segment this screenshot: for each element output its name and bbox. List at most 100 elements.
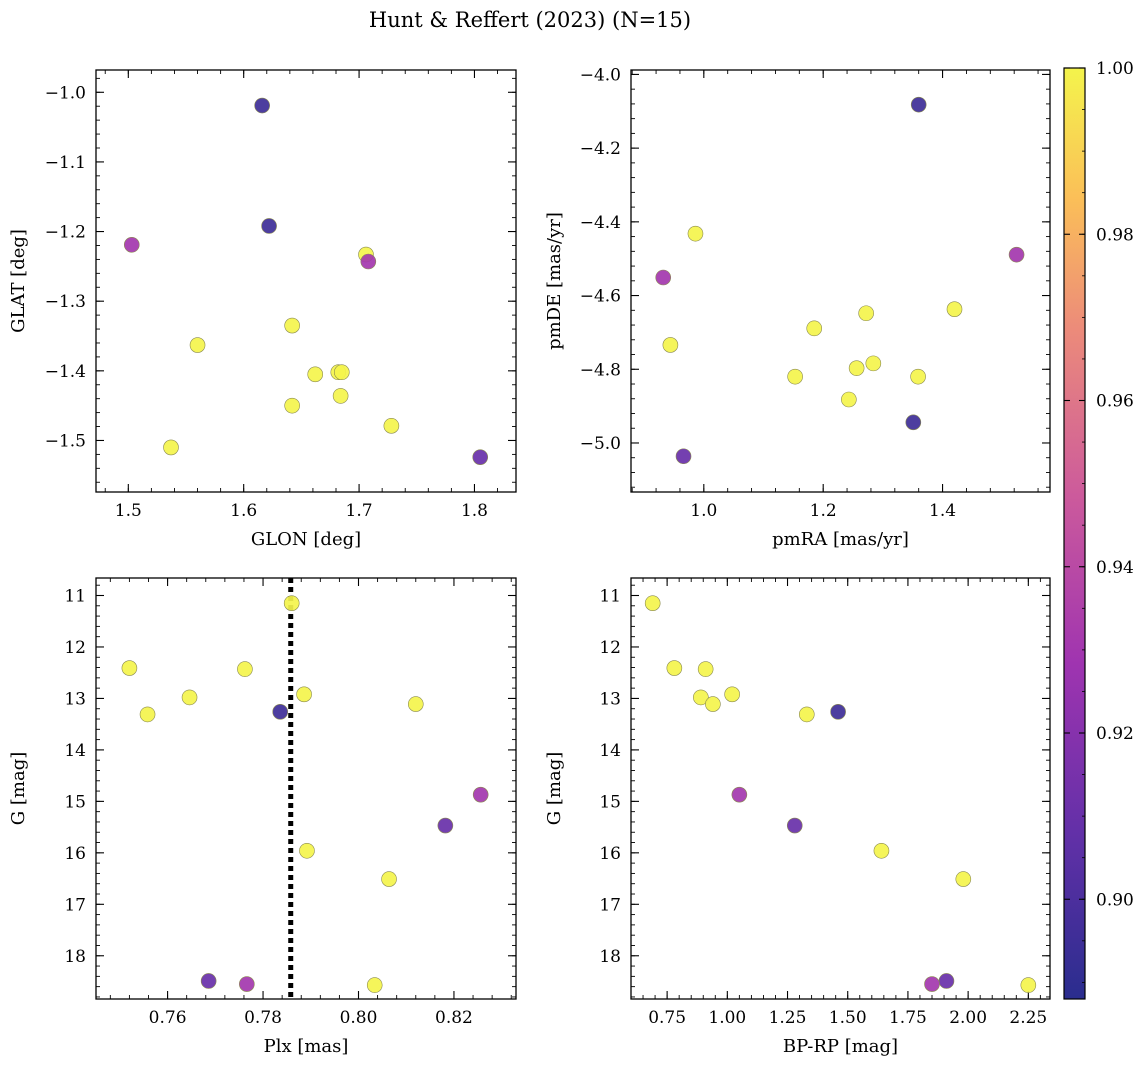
y-tick-label: −4.8 (580, 360, 621, 380)
y-tick-label: −4.2 (580, 139, 621, 159)
x-tick-label: 0.78 (244, 1008, 282, 1028)
y-axis-label: G [mag] (8, 752, 29, 825)
panel-glon-glat: 1.5 1.6 1.7 1.8 −1.5 −1.4 −1.3 −1.2 −1.1 −1.0 GLON… (8, 69, 517, 550)
y-tick-label: 16 (64, 844, 86, 864)
colorbar-gradient (1063, 67, 1086, 1000)
x-tick-label: 0.80 (340, 1008, 378, 1028)
data-point (472, 786, 489, 803)
x-tick-label: 1.7 (346, 501, 373, 521)
y-tick-label: −4.4 (580, 213, 621, 233)
data-point (693, 689, 709, 706)
data-point (123, 236, 140, 253)
data-point (1008, 246, 1025, 263)
data-point (366, 977, 383, 993)
data-point (437, 817, 454, 834)
data-point (360, 253, 377, 270)
panel-plx-g: 0.76 0.78 0.80 0.82 11 12 13 14 15 16 17 18 Plx [mas… (8, 577, 517, 1057)
y-tick-label: 18 (599, 947, 621, 967)
data-point (697, 661, 714, 677)
data-point (472, 449, 489, 465)
data-point (905, 414, 922, 431)
panel-bprp-g: 0.75 1.00 1.25 1.50 1.75 2.00 2.25 11 12 13 14 15 16… (544, 577, 1051, 1057)
colorbar: 0.90 0.92 0.94 0.96 0.98 1.00 (1063, 59, 1134, 1000)
x-tick-label: 1.5 (115, 501, 142, 521)
data-point (332, 388, 349, 404)
data-point (407, 696, 424, 712)
axes-frame (95, 69, 517, 493)
data-point (841, 391, 857, 408)
x-tick-label: 1.4 (929, 501, 956, 521)
data-point (724, 686, 740, 703)
colorbar-tick-label: 0.96 (1096, 392, 1134, 412)
data-point (272, 704, 289, 720)
data-point (299, 842, 315, 859)
x-tick-label: 1.25 (769, 1008, 807, 1028)
data-point (705, 696, 721, 712)
x-axis-label: pmRA [mas/yr] (772, 529, 909, 550)
data-point (163, 439, 179, 456)
data-point (296, 686, 312, 703)
data-point (237, 661, 253, 677)
data-point (946, 301, 963, 317)
y-tick-label: −4.6 (580, 287, 621, 307)
x-tick-label: 0.82 (435, 1008, 473, 1028)
y-tick-label: −1.2 (45, 223, 86, 243)
x-tick-label: 0.75 (648, 1008, 686, 1028)
data-point (830, 704, 846, 720)
y-tick-label: 14 (599, 741, 621, 761)
x-tick-label: 2.00 (949, 1008, 987, 1028)
y-tick-label: −1.3 (45, 292, 86, 312)
x-tick-label: 1.50 (829, 1008, 867, 1028)
data-point (283, 595, 300, 612)
y-tick-label: 11 (64, 586, 86, 606)
y-tick-label: 13 (64, 689, 86, 709)
data-point (284, 317, 300, 334)
x-tick-label: 0.76 (149, 1008, 187, 1028)
data-point (383, 418, 400, 434)
data-point (139, 706, 156, 723)
data-point (798, 706, 815, 723)
y-tick-label: 15 (64, 792, 86, 812)
data-point (787, 368, 803, 385)
y-tick-label: −1.4 (45, 362, 86, 382)
colorbar-tick-label: 0.92 (1096, 724, 1134, 744)
data-point (189, 337, 206, 353)
data-point (806, 320, 823, 337)
x-tick-label: 1.8 (461, 501, 488, 521)
axes-frame (95, 577, 517, 1000)
x-axis-label: BP-RP [mag] (783, 1036, 898, 1057)
data-point (181, 689, 198, 706)
y-tick-label: −1.5 (45, 431, 86, 451)
data-point (924, 976, 940, 992)
colorbar-tick-label: 0.90 (1096, 890, 1134, 910)
data-point (938, 973, 955, 989)
y-tick-label: −5.0 (580, 434, 621, 454)
x-tick-label: 1.6 (230, 501, 257, 521)
data-point (858, 305, 874, 322)
y-tick-label: 16 (599, 844, 621, 864)
y-tick-label: 13 (599, 689, 621, 709)
x-tick-label: 1.75 (889, 1008, 927, 1028)
y-tick-label: −4.0 (580, 65, 621, 85)
data-point (254, 97, 270, 114)
x-tick-label: 2.25 (1009, 1008, 1047, 1028)
y-tick-label: −1.1 (45, 153, 86, 173)
data-point (644, 595, 661, 612)
colorbar-tick-label: 1.00 (1096, 59, 1134, 79)
colorbar-tick-label: 0.98 (1096, 225, 1134, 245)
x-tick-label: 1.2 (810, 501, 837, 521)
data-point (786, 817, 803, 834)
data-point (381, 871, 397, 887)
y-tick-label: 11 (599, 586, 621, 606)
data-point (284, 397, 300, 414)
data-point (307, 366, 324, 383)
y-tick-label: 15 (599, 792, 621, 812)
data-point (1020, 977, 1037, 993)
y-tick-label: 17 (64, 895, 86, 915)
data-point (910, 368, 926, 385)
y-axis-label: pmDE [mas/yr] (544, 212, 565, 350)
data-point (865, 355, 882, 372)
data-point (675, 448, 692, 465)
colorbar-tick-label: 0.94 (1096, 558, 1134, 578)
